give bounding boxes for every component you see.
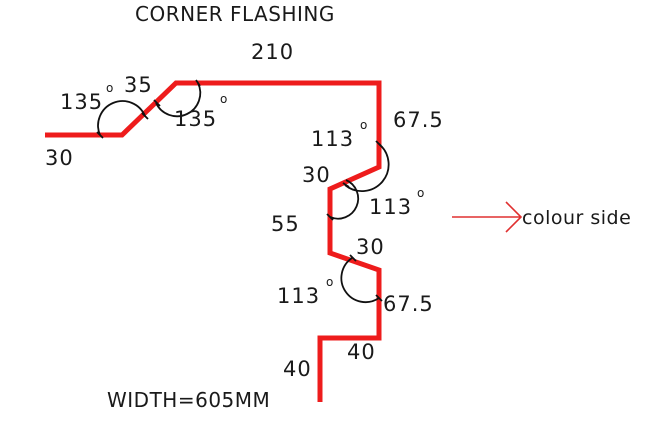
angle-label-135-left: 135 [60, 90, 103, 114]
segment-label-30-lower-jog: 30 [356, 235, 385, 259]
segment-label-67-5-lower: 67.5 [383, 292, 434, 316]
degree-mark-113-lower: o [326, 275, 333, 289]
angle-label-113-upper: 113 [311, 127, 354, 151]
flashing-profile-line [45, 80, 382, 402]
colour-side-arrow-icon [452, 201, 523, 233]
segment-label-35-slope: 35 [124, 73, 153, 97]
angle-arc-113-lower [340, 257, 380, 303]
angle-label-113-middle: 113 [369, 195, 412, 219]
degree-mark-135-top: o [220, 92, 227, 106]
angle-arc-113-upper [344, 143, 390, 192]
segment-label-40-vertical: 40 [283, 357, 312, 381]
segment-label-67-5-upper: 67.5 [393, 108, 444, 132]
width-note: WIDTH=605MM [107, 388, 270, 412]
diagram-title: CORNER FLASHING [135, 2, 335, 26]
degree-mark-135-left: o [106, 81, 113, 95]
segment-label-40-horizontal: 40 [347, 340, 376, 364]
segment-label-30-upper-jog: 30 [302, 163, 331, 187]
segment-label-210-top: 210 [251, 40, 294, 64]
segment-label-55-vertical: 55 [271, 212, 300, 236]
degree-mark-113-middle: o [417, 186, 424, 200]
angle-label-135-top: 135 [174, 107, 217, 131]
colour-side-label: colour side [522, 207, 631, 229]
degree-mark-113-upper: o [360, 118, 367, 132]
angle-arc-135-top [155, 82, 202, 118]
segment-label-30-left: 30 [45, 146, 74, 170]
angle-label-113-lower: 113 [277, 284, 320, 308]
bend-ticks [96, 79, 383, 302]
angle-arc-113-middle [329, 179, 360, 220]
angle-arc-135-left [97, 100, 146, 136]
